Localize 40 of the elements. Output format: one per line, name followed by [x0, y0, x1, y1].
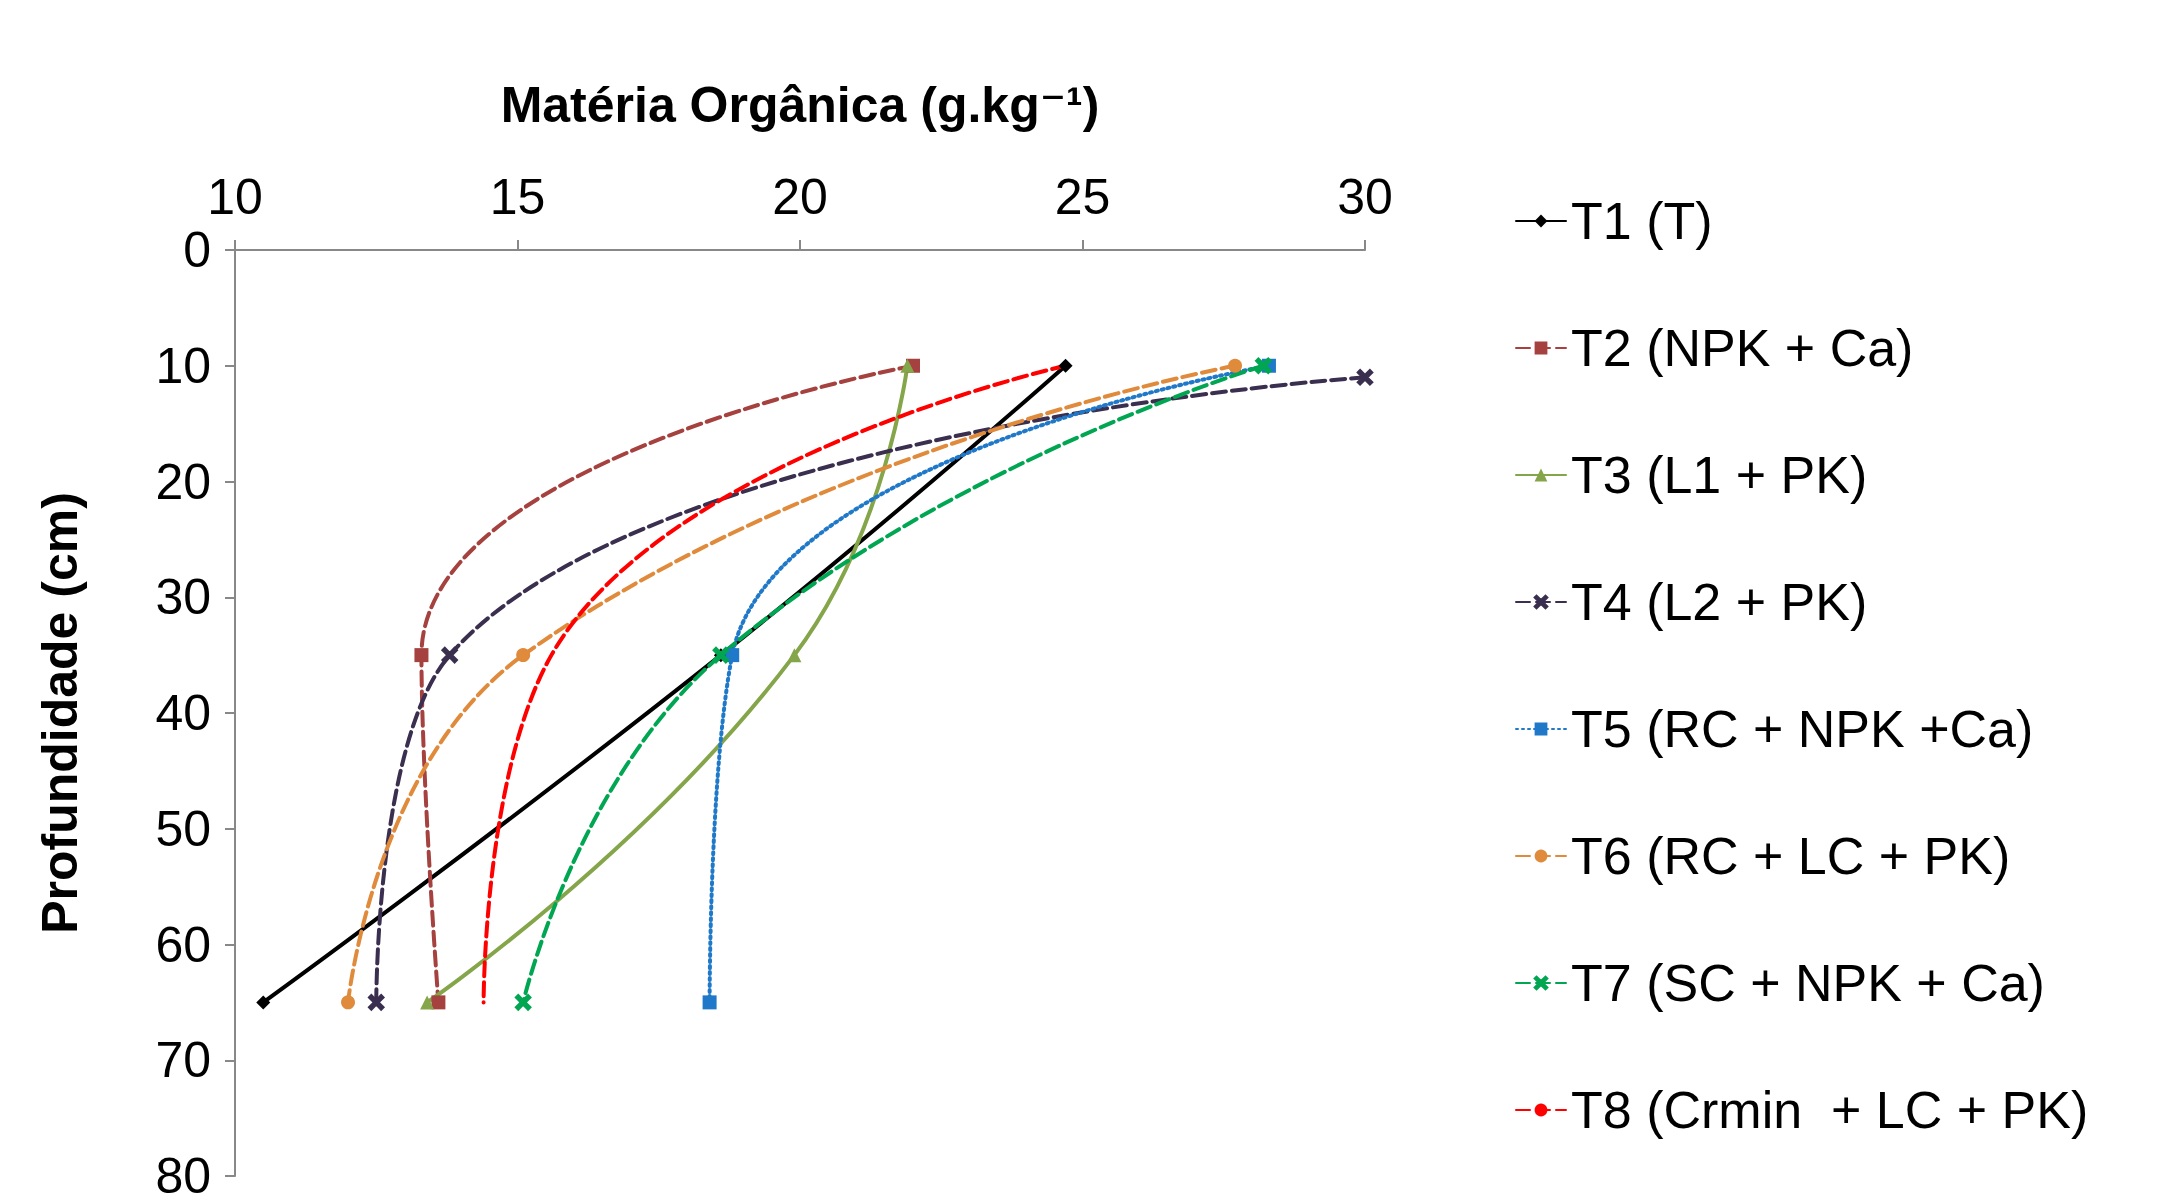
y-tick-label: 10	[155, 337, 211, 394]
legend-label: T1 (T)	[1571, 192, 1713, 250]
legend-label: T2 (NPK + Ca)	[1571, 319, 1914, 377]
y-tick-label: 20	[155, 453, 211, 510]
legend-label: T6 (RC + LC + PK)	[1571, 827, 2011, 885]
point	[1228, 358, 1243, 373]
x-tick-label: 10	[207, 169, 263, 225]
point	[441, 646, 458, 664]
point	[516, 648, 531, 663]
point	[256, 995, 271, 1010]
point	[514, 994, 532, 1011]
x-tick-label: 20	[772, 169, 828, 225]
y-tick-label: 40	[155, 685, 211, 741]
x-tick-label: 25	[1054, 169, 1111, 225]
point	[431, 995, 446, 1010]
point	[1255, 357, 1272, 374]
legend-label: T3 (L1 + PK)	[1571, 446, 1868, 504]
x-axis-title: Matéria Orgânica (g.kg⁻¹)	[500, 77, 1100, 133]
legend-label: T7 (SC + NPK + Ca)	[1571, 954, 2045, 1012]
point	[368, 994, 385, 1011]
point	[420, 995, 435, 1010]
x-tick-label: 15	[489, 169, 546, 225]
point	[414, 648, 429, 663]
y-tick-label: 70	[155, 1032, 211, 1089]
point	[341, 995, 355, 1010]
point	[1058, 358, 1073, 373]
point	[702, 995, 717, 1010]
point	[787, 648, 802, 663]
x-tick-label: 30	[1337, 169, 1393, 225]
legend-label: T8 (Crmin + LC + PK)	[1571, 1081, 2089, 1139]
legend-label: T5 (RC + NPK +Ca)	[1571, 700, 2034, 758]
y-axis-title: Profundidade (cm)	[32, 492, 88, 934]
point	[1356, 369, 1374, 386]
y-tick-label: 50	[155, 800, 211, 857]
y-tick-label: 80	[155, 1148, 211, 1201]
y-tick-label: 30	[155, 569, 211, 626]
y-tick-label: 60	[155, 916, 211, 973]
legend-label: T4 (L2 + PK)	[1571, 573, 1868, 631]
point	[900, 358, 915, 373]
y-tick-label: 0	[183, 222, 211, 278]
